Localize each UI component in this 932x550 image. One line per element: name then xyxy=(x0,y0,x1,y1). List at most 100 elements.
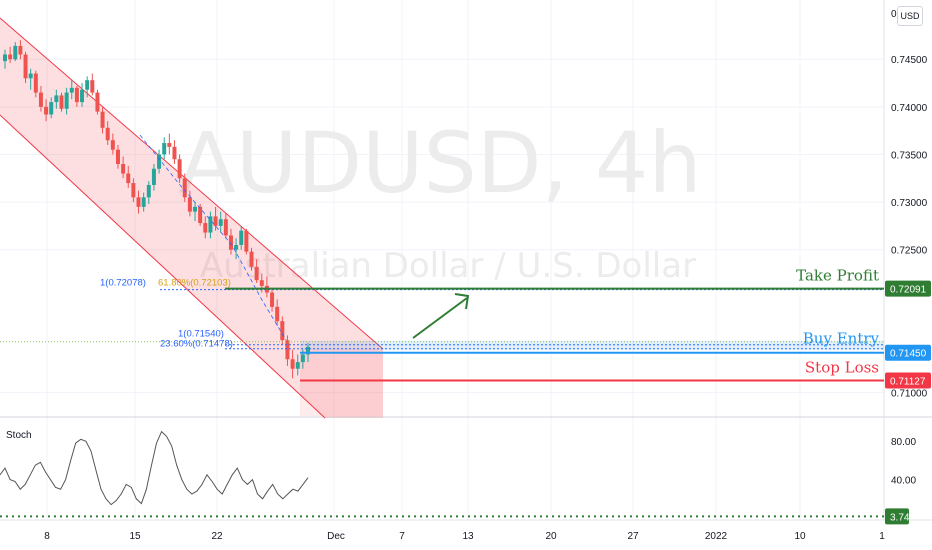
candle-body xyxy=(182,178,187,198)
candle-body xyxy=(244,230,249,252)
time-axis[interactable]: 8 15 22 Dec 7 13 20 27 2022 10 1 xyxy=(44,531,885,542)
stop-loss-price: 0.71127 xyxy=(890,376,926,387)
candle-body xyxy=(23,54,28,79)
price-zones xyxy=(300,340,884,350)
candle-body xyxy=(105,127,110,141)
watermark-description: Australian Dollar / U.S. Dollar xyxy=(200,246,696,286)
candle-body xyxy=(300,354,305,363)
stoch-current-value: 3.74 xyxy=(890,512,910,523)
fib-labels: 1(0.72078) 61.80%(0.72103) 1(0.71540) 23… xyxy=(100,278,233,350)
time-tick-label: 8 xyxy=(44,531,50,542)
price-tick-label: 0 xyxy=(891,9,897,20)
candle-body xyxy=(110,140,115,150)
candle-body xyxy=(131,183,136,198)
candle-body xyxy=(54,95,59,103)
candle-body xyxy=(38,92,43,107)
take-profit-price: 0.72091 xyxy=(890,285,927,296)
candle-body xyxy=(59,95,64,109)
candle-body xyxy=(18,45,23,55)
grid xyxy=(0,0,932,521)
price-axis[interactable]: 0.74500 0.74000 0.73500 0.73000 0.72500 0.710… xyxy=(891,9,928,487)
stoch-value-tag xyxy=(885,508,909,525)
arrow-shaft xyxy=(412,297,468,339)
candle-body xyxy=(95,92,100,112)
candle-body xyxy=(228,235,233,250)
currency-button[interactable]: USD xyxy=(897,6,923,26)
stoch-tick-label: 80.00 xyxy=(891,437,916,448)
time-tick-label: 10 xyxy=(794,531,806,542)
time-tick-label: 20 xyxy=(545,531,557,542)
candle-body xyxy=(74,87,79,103)
time-tick-label: Dec xyxy=(327,531,345,542)
stop-loss-price-tag xyxy=(885,372,931,389)
candle-body xyxy=(49,102,54,115)
watermark-symbol: AUDUSD, 4h xyxy=(178,114,701,212)
price-tick-label: 0.73000 xyxy=(891,198,928,209)
price-tags: 0.72091 0.71450 0.71127 3.74 xyxy=(885,280,931,525)
candle-body xyxy=(198,206,203,224)
candle-body xyxy=(141,197,146,207)
candle-body xyxy=(218,219,223,226)
candles xyxy=(3,40,310,379)
candle-body xyxy=(172,146,177,160)
time-tick-label: 1 xyxy=(879,531,885,542)
candle-body xyxy=(290,359,295,369)
candle-body xyxy=(213,216,218,226)
candle-body xyxy=(85,80,90,90)
price-tick-label: 0.72500 xyxy=(891,246,928,257)
candle-body xyxy=(100,111,105,128)
stoch-pane[interactable]: Stoch xyxy=(0,430,884,518)
buy-entry-label: Buy Entry xyxy=(803,330,880,348)
candle-body xyxy=(8,54,13,60)
candle-body xyxy=(239,230,244,245)
level-labels: Take Profit Buy Entry Stop Loss xyxy=(796,267,879,377)
fib-connector xyxy=(139,134,287,341)
target-arrow[interactable] xyxy=(412,293,470,339)
stop-loss-label: Stop Loss xyxy=(805,358,879,376)
candle-body xyxy=(259,280,264,286)
buy-entry-price-tag xyxy=(885,344,931,361)
candle-body xyxy=(270,292,275,307)
candle-body xyxy=(115,149,120,164)
time-tick-label: 15 xyxy=(129,531,141,542)
trade-levels[interactable] xyxy=(0,134,884,382)
take-profit-price-tag xyxy=(885,280,931,297)
arrow-head xyxy=(454,293,470,310)
candle-body xyxy=(249,251,254,267)
time-tick-label: 27 xyxy=(627,531,639,542)
candle-body xyxy=(28,73,33,79)
stoch-tick-label: 40.00 xyxy=(891,476,916,487)
channel-fill xyxy=(0,18,383,418)
candle-body xyxy=(33,73,38,93)
time-tick-label: 2022 xyxy=(705,531,728,542)
price-tick-label: 0.73500 xyxy=(891,150,928,161)
channel-extension xyxy=(300,349,383,416)
candle-body xyxy=(90,80,95,93)
candle-body xyxy=(157,154,162,169)
candle-body xyxy=(223,219,228,236)
candle-body xyxy=(64,92,69,109)
candle-body xyxy=(167,143,172,147)
time-tick-label: 7 xyxy=(399,531,405,542)
candle-body xyxy=(234,244,239,250)
descending-channel[interactable] xyxy=(0,17,384,419)
stoch-label: Stoch xyxy=(6,430,32,441)
candle-body xyxy=(295,362,300,369)
candle-body xyxy=(306,346,310,355)
fib-label-61-8: 61.80%(0.72103) xyxy=(158,278,231,289)
candle-body xyxy=(69,87,74,93)
candle-body xyxy=(13,45,18,60)
candle-body xyxy=(193,206,198,212)
channel-lower-line xyxy=(0,114,326,419)
candle-body xyxy=(44,106,49,115)
candle-body xyxy=(177,159,182,179)
price-tick-label: 0.74000 xyxy=(891,103,928,114)
fib-label-23-6: 23.60%(0.71478) xyxy=(160,339,233,350)
candle-body xyxy=(80,89,85,103)
candle-body xyxy=(136,197,141,207)
candle-body xyxy=(254,266,259,281)
candle-body xyxy=(187,197,192,212)
candle-body xyxy=(151,168,156,185)
candle-body xyxy=(146,184,151,198)
